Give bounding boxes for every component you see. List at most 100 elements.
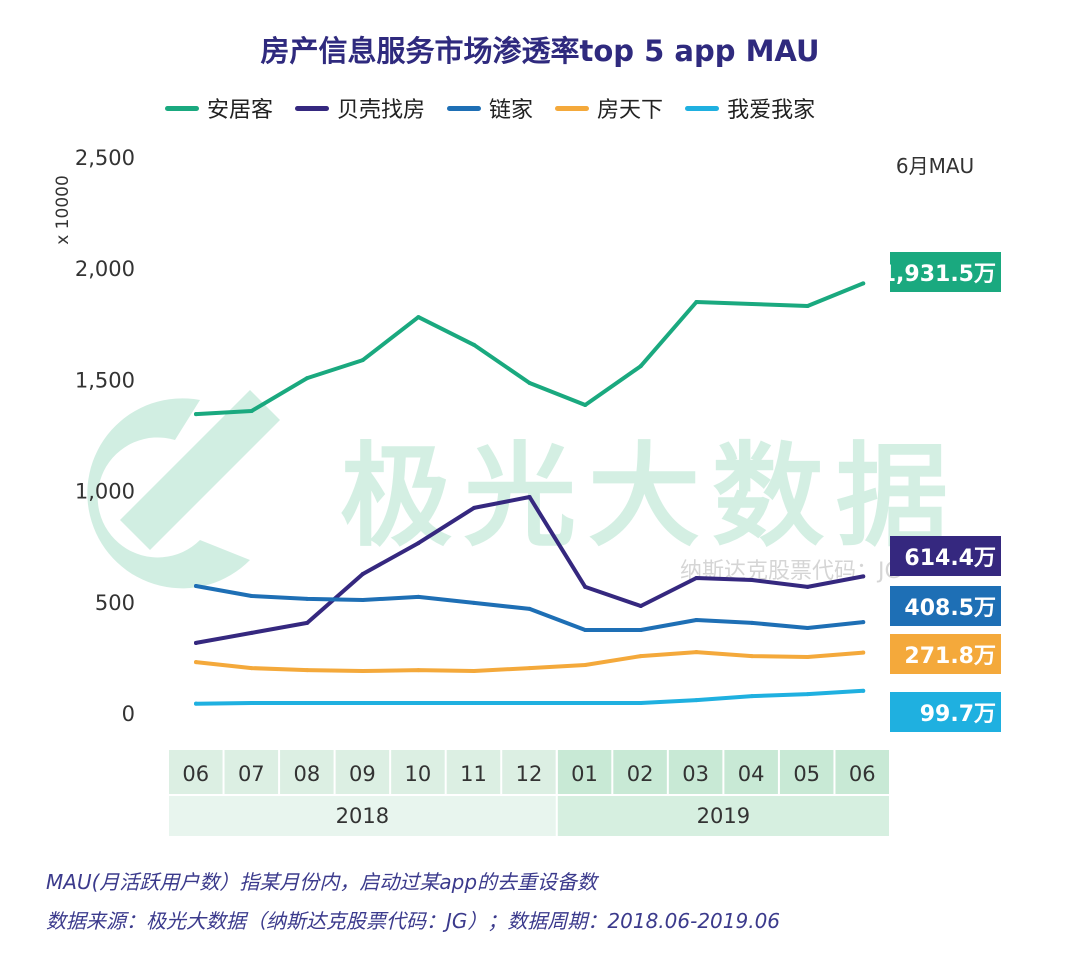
year-cell (169, 796, 556, 836)
end-value-badge (890, 692, 1001, 732)
data-point (249, 408, 254, 413)
data-point (472, 668, 476, 673)
chart-title: 房产信息服务市场渗透率top 5 app MAU (260, 34, 820, 68)
data-point (638, 654, 643, 659)
legend-item: 安居客 (165, 92, 273, 124)
month-label: 06 (182, 762, 209, 786)
month-label: 12 (516, 762, 543, 786)
end-value-label: 408.5万 (904, 596, 996, 621)
legend-swatch (447, 105, 482, 111)
month-label: 01 (571, 762, 598, 786)
legend-item: 链家 (447, 92, 533, 124)
data-point (638, 604, 643, 609)
month-row-bg (169, 750, 556, 794)
end-value-badge (890, 634, 1001, 674)
data-point (583, 700, 588, 705)
month-label: 03 (682, 762, 709, 786)
footnote-definition: MAU(月活跃用户数）指某月份内，启动过某app的去重设备数 (46, 870, 598, 894)
y-axis-label: x 10000 (53, 175, 73, 245)
year-label: 2018 (336, 804, 389, 828)
data-point (527, 666, 532, 671)
legend: 安居客 贝壳找房 链家 房天下 我爱我家 (165, 92, 815, 124)
y-tick-label: 0 (122, 702, 135, 726)
data-point (194, 584, 198, 589)
data-point (694, 618, 699, 623)
data-point (750, 694, 754, 699)
legend-item: 房天下 (555, 92, 663, 124)
year-cell (557, 796, 889, 836)
data-point (472, 342, 476, 347)
data-point (861, 281, 866, 286)
data-point (861, 688, 866, 693)
data-point (527, 495, 532, 500)
data-point (583, 402, 588, 407)
year-label: 2019 (697, 804, 750, 828)
legend-label: 安居客 (207, 98, 274, 123)
legend-label: 房天下 (597, 98, 664, 123)
data-point (583, 584, 588, 589)
data-point (583, 662, 588, 667)
data-point (249, 630, 254, 635)
month-label: 09 (349, 762, 376, 786)
y-tick-label: 1,500 (75, 368, 135, 392)
month-label: 07 (238, 762, 265, 786)
data-point (805, 654, 810, 659)
data-point (861, 574, 866, 579)
data-point (694, 650, 699, 655)
month-label: 06 (849, 762, 876, 786)
data-point (861, 650, 866, 655)
data-point (638, 364, 643, 369)
data-point (750, 620, 754, 625)
legend-item: 我爱我家 (685, 92, 815, 124)
month-label: 04 (738, 762, 765, 786)
data-point (360, 668, 365, 673)
data-point (694, 698, 699, 703)
end-label-header: 6月MAU (896, 154, 974, 178)
data-point (249, 666, 254, 671)
data-point (416, 700, 421, 705)
data-point (360, 358, 365, 363)
watermark-brand: 极光大数据 (340, 432, 960, 562)
data-point (305, 620, 310, 625)
legend-swatch (685, 105, 720, 111)
legend-label: 贝壳找房 (337, 98, 426, 123)
data-point (305, 376, 310, 381)
end-value-label: 614.4万 (904, 546, 996, 571)
data-point (472, 700, 476, 705)
data-point (805, 626, 810, 631)
month-label: 10 (405, 762, 432, 786)
data-point (805, 692, 810, 697)
y-tick-label: 2,000 (75, 257, 135, 281)
legend-item: 贝壳找房 (295, 92, 425, 124)
data-point (861, 620, 866, 625)
legend-swatch (555, 105, 590, 111)
legend-swatch (295, 105, 330, 111)
data-point (416, 594, 421, 599)
data-point (694, 576, 699, 581)
y-tick-label: 500 (95, 591, 135, 615)
month-label: 08 (293, 762, 320, 786)
data-point (694, 300, 699, 305)
watermark-logo (87, 390, 281, 589)
data-point (360, 598, 365, 603)
data-point (305, 700, 310, 705)
data-point (194, 640, 198, 645)
data-point (194, 412, 198, 417)
footnote-source: 数据来源：极光大数据（纳斯达克股票代码：JG）；数据周期：2018.06-201… (46, 909, 781, 933)
data-point (305, 596, 310, 601)
data-point (249, 594, 254, 599)
legend-label: 我爱我家 (727, 98, 816, 123)
watermark-logo-shape (87, 390, 281, 589)
data-point (750, 302, 754, 307)
end-value-badge (890, 536, 1001, 576)
end-value-label: 271.8万 (904, 644, 996, 669)
data-point (416, 668, 421, 673)
data-point (583, 628, 588, 633)
legend-swatch (165, 105, 199, 111)
data-point (416, 541, 421, 546)
month-label: 05 (793, 762, 820, 786)
data-point (527, 700, 532, 705)
data-point (750, 654, 754, 659)
